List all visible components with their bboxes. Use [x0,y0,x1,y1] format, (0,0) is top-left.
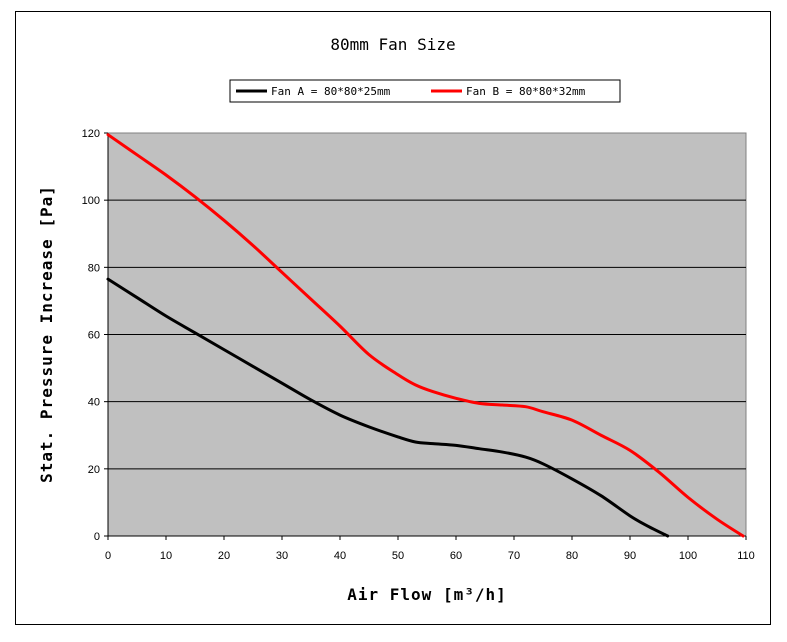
series-line-fan-b [106,133,745,538]
y-tick-label-60: 60 [88,330,100,342]
series-lines [106,133,745,538]
y-tick-label-100: 100 [82,195,100,207]
x-tick-label-60: 60 [450,550,462,562]
legend-label-fan-b: Fan B = 80*80*32mm [466,85,586,98]
x-tick-label-100: 100 [679,550,697,562]
x-tick-label-50: 50 [392,550,404,562]
y-tick-label-0: 0 [94,531,100,543]
x-tick-label-70: 70 [508,550,520,562]
x-tick-label-10: 10 [160,550,172,562]
legend-box [229,79,621,103]
y-tick-label-20: 20 [88,464,100,476]
legend-label-fan-a: Fan A = 80*80*25mm [271,85,391,98]
x-tick-label-80: 80 [566,550,578,562]
x-tick-label-110: 110 [737,550,755,562]
x-axis-ticks: 0 10 20 30 40 50 60 70 80 90 100 110 [105,535,755,562]
y-axis-label: Stat. Pressure Increase [Pa] [37,185,56,483]
x-tick-label-30: 30 [276,550,288,562]
chart-title: 80mm Fan Size [330,35,455,54]
x-tick-label-40: 40 [334,550,346,562]
y-tick-label-80: 80 [88,262,100,274]
x-tick-label-90: 90 [624,550,636,562]
legend: Fan A = 80*80*25mm Fan B = 80*80*32mm [229,79,621,103]
y-tick-label-120: 120 [82,128,100,140]
y-tick-label-40: 40 [88,397,100,409]
x-tick-label-0: 0 [105,550,111,562]
series-line-fan-a [106,277,670,538]
gridlines [108,199,746,470]
x-axis-label: Air Flow [m³/h] [347,585,507,604]
x-tick-label-20: 20 [218,550,230,562]
y-axis-ticks: 0 20 40 60 80 100 120 [82,128,109,543]
